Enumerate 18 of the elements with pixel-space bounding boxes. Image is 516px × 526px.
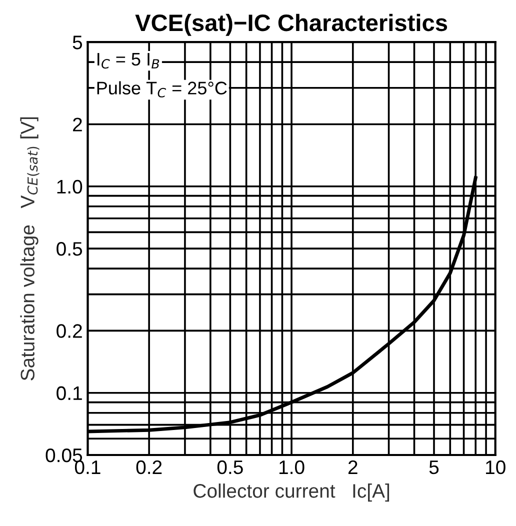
y-axis-title: Saturation voltage V$_{CE(sat)}$ [V] bbox=[20, 117, 40, 380]
x-tick-label: 0.5 bbox=[217, 460, 243, 474]
x-tick-label: 5 bbox=[429, 460, 439, 474]
y-tick-label: 0.05 bbox=[46, 448, 82, 462]
y-tick-label: 0.2 bbox=[56, 324, 82, 338]
y-tick-label: 0.1 bbox=[56, 386, 82, 400]
x-tick-label: 2 bbox=[348, 460, 358, 474]
annotation: I$_{C}$ = 5 I$_{B}$ bbox=[98, 53, 160, 69]
annotation: Pulse T$_{C}$ = 25°C bbox=[97, 81, 227, 98]
x-axis-title: Collector current Ic[A] bbox=[194, 484, 390, 502]
y-tick-label: 1.0 bbox=[57, 180, 82, 194]
y-tick-label: 5 bbox=[72, 36, 82, 50]
y-tick-label: 2 bbox=[73, 118, 82, 132]
chart-title: VCE(sat)−IC Characteristics bbox=[135, 14, 448, 36]
y-tick-label: 0.5 bbox=[56, 242, 82, 256]
x-tick-label: 10 bbox=[486, 460, 506, 474]
x-tick-label: 0.2 bbox=[136, 460, 162, 474]
x-tick-label: 1.0 bbox=[280, 460, 304, 474]
